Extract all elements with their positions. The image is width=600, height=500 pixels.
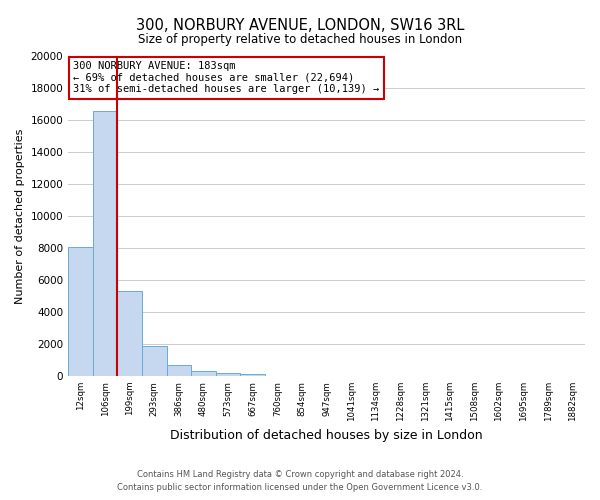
Text: 300, NORBURY AVENUE, LONDON, SW16 3RL: 300, NORBURY AVENUE, LONDON, SW16 3RL bbox=[136, 18, 464, 32]
Text: Size of property relative to detached houses in London: Size of property relative to detached ho… bbox=[138, 32, 462, 46]
Bar bbox=[167, 365, 191, 376]
Bar bbox=[191, 372, 216, 376]
Text: 300 NORBURY AVENUE: 183sqm
← 69% of detached houses are smaller (22,694)
31% of : 300 NORBURY AVENUE: 183sqm ← 69% of deta… bbox=[73, 62, 380, 94]
Y-axis label: Number of detached properties: Number of detached properties bbox=[15, 128, 25, 304]
Bar bbox=[241, 374, 265, 376]
Bar bbox=[68, 246, 93, 376]
Text: Contains HM Land Registry data © Crown copyright and database right 2024.
Contai: Contains HM Land Registry data © Crown c… bbox=[118, 470, 482, 492]
X-axis label: Distribution of detached houses by size in London: Distribution of detached houses by size … bbox=[170, 430, 483, 442]
Bar bbox=[118, 292, 142, 376]
Bar bbox=[93, 111, 118, 376]
Bar bbox=[142, 346, 167, 376]
Bar bbox=[216, 373, 241, 376]
